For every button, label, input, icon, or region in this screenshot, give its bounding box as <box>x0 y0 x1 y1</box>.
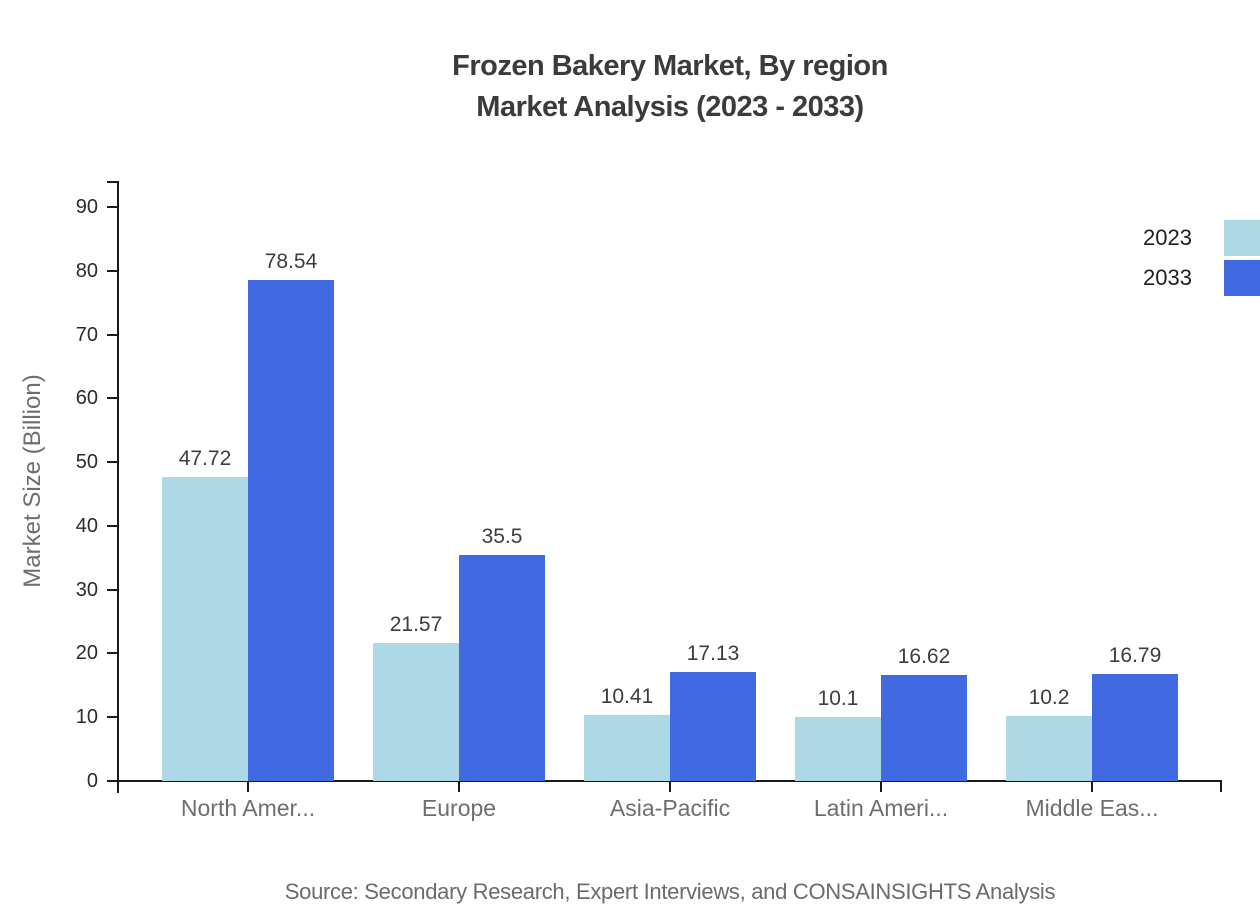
legend-label-2023: 2023 <box>1143 225 1192 250</box>
x-axis-end-tick <box>1220 781 1222 792</box>
x-axis-category-label: North Amer... <box>180 795 316 821</box>
chart-title: Frozen Bakery Market, By region Market A… <box>80 46 1260 128</box>
y-tick <box>107 334 117 336</box>
y-axis-line <box>117 181 119 793</box>
y-tick-label: 70 <box>75 324 98 346</box>
bar-value-label: 47.72 <box>178 447 232 470</box>
bar-2023 <box>584 715 670 781</box>
bar-2033 <box>670 672 756 781</box>
y-tick-label: 60 <box>75 387 98 409</box>
y-tick-label: 30 <box>75 579 98 601</box>
legend-swatch-2033 <box>1224 260 1260 296</box>
y-tick-label: 50 <box>75 451 98 473</box>
bar-value-label: 10.2 <box>1028 686 1070 709</box>
x-tick <box>669 781 671 792</box>
bar-value-label: 10.1 <box>817 687 859 710</box>
y-tick-label: 20 <box>75 642 98 664</box>
y-tick <box>107 652 117 654</box>
y-tick <box>107 589 117 591</box>
bar-value-label: 10.41 <box>600 685 654 708</box>
x-tick <box>1091 781 1093 792</box>
legend-label-2033: 2033 <box>1143 265 1192 290</box>
bar-value-label: 16.62 <box>897 645 951 668</box>
bar-2033 <box>248 280 334 781</box>
x-tick <box>880 781 882 792</box>
bar-value-label: 21.57 <box>389 613 443 636</box>
bar-value-label: 16.79 <box>1108 644 1162 667</box>
bar-value-label: 17.13 <box>686 642 740 665</box>
x-axis-category-label: Middle Eas... <box>1025 795 1159 821</box>
bar-value-label: 35.5 <box>481 525 523 548</box>
bar-value-label: 78.54 <box>264 250 318 273</box>
y-tick <box>107 206 117 208</box>
source-note: Source: Secondary Research, Expert Inter… <box>284 879 1056 904</box>
y-tick <box>107 525 117 527</box>
y-tick <box>107 461 117 463</box>
bar-2033 <box>881 675 967 781</box>
bar-2033 <box>1092 674 1178 781</box>
bar-2023 <box>1006 716 1092 781</box>
x-tick <box>458 781 460 792</box>
y-tick-label: 40 <box>75 515 98 537</box>
y-tick-label: 80 <box>75 260 98 282</box>
bar-2023 <box>373 643 459 781</box>
bar-2023 <box>795 717 881 781</box>
x-tick <box>247 781 249 792</box>
bar-2033 <box>459 555 545 781</box>
y-tick <box>107 397 117 399</box>
x-axis-category-label: Europe <box>421 795 497 821</box>
y-tick-label: 10 <box>75 706 98 728</box>
y-tick <box>107 270 117 272</box>
chart-title-line2: Market Analysis (2023 - 2033) <box>476 91 864 123</box>
x-axis-category-label: Asia-Pacific <box>609 795 731 821</box>
legend-swatch-2023 <box>1224 220 1260 256</box>
x-axis-category-label: Latin Ameri... <box>813 795 949 821</box>
bar-2023 <box>162 477 248 781</box>
y-axis-end-tick <box>107 181 117 183</box>
chart-title-line1: Frozen Bakery Market, By region <box>452 50 888 82</box>
y-tick-label: 0 <box>86 770 98 792</box>
y-tick <box>107 716 117 718</box>
y-tick <box>107 780 117 782</box>
y-tick-label: 90 <box>75 196 98 218</box>
